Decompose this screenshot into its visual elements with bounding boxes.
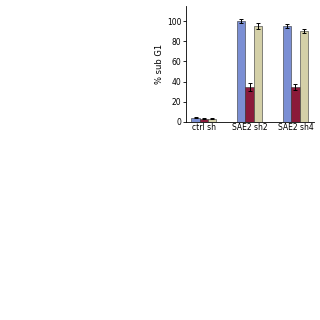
Bar bbox=[208, 119, 216, 122]
Bar bbox=[191, 117, 200, 122]
Bar bbox=[283, 27, 291, 122]
Bar bbox=[300, 31, 308, 122]
Bar bbox=[291, 86, 300, 122]
Bar bbox=[237, 21, 245, 122]
Y-axis label: % sub G1: % sub G1 bbox=[155, 44, 164, 84]
Bar bbox=[200, 119, 208, 122]
Bar bbox=[245, 86, 254, 122]
Bar bbox=[254, 27, 262, 122]
